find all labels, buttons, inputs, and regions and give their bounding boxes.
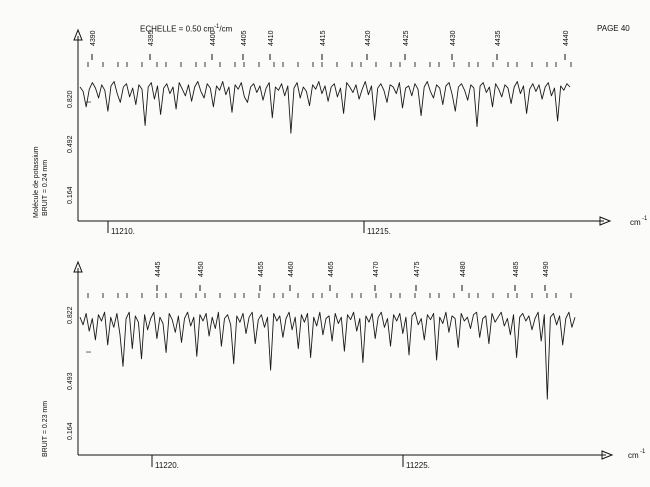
panel1-unit-exponent: -1 <box>642 216 648 222</box>
panel1-y-tick-label: 0.820 <box>67 90 74 108</box>
panel2-line-id-label: 4480 <box>460 261 467 277</box>
panel2-y-tick-label: 0.493 <box>67 372 74 390</box>
panel1-unit-label: cm <box>630 218 641 227</box>
panel1-y-tick-label: 0.492 <box>67 135 74 153</box>
page-number: PAGE 40 <box>597 24 630 33</box>
panel1-line-id-label: 4405 <box>241 30 248 46</box>
panel2-line-id-label: 4460 <box>288 261 295 277</box>
panel2-line-id-label: 4485 <box>513 261 520 277</box>
panel1-x-axis-arrow <box>599 216 612 226</box>
panel1-line-id-label: 4395 <box>148 30 155 46</box>
panel2-line-id-label: 4450 <box>198 261 205 277</box>
panel1-y-tick-label: 0.164 <box>67 186 74 204</box>
panel2-x-tick-label: 11225. <box>406 461 430 470</box>
panel2-spectrum-trace <box>79 311 576 400</box>
panel2-line-id-label: 4455 <box>258 261 265 277</box>
panel1-line-id-label: 4390 <box>90 30 97 46</box>
panel1-x-tick-label: 11210. <box>111 227 135 236</box>
scale-caption: ECHELLE = 0.50 cm-1/cm <box>140 24 232 34</box>
panel2-line-id-label: 4445 <box>155 261 162 277</box>
panel1-x-tick-label: 11215. <box>367 227 391 236</box>
panel1-spectrum-trace <box>79 81 571 134</box>
panel1-line-id-label: 4400 <box>210 30 217 46</box>
panel2-y-tick-label: 0.164 <box>67 422 74 440</box>
panel1-y-axis-arrow <box>73 28 83 41</box>
panel1-line-id-label: 4410 <box>268 30 275 46</box>
panel2-unit-exponent: -1 <box>640 449 646 455</box>
panel2-y-marker: I <box>86 351 93 353</box>
panel1-line-id-label: 4430 <box>450 30 457 46</box>
panel2-y-axis-arrow <box>73 260 83 273</box>
panel2-y-tick-label: 0.822 <box>67 306 74 324</box>
panel2-line-id-label: 4465 <box>328 261 335 277</box>
panel2-x-axis-arrow <box>601 450 614 460</box>
panel2-line-id-label: 4475 <box>414 261 421 277</box>
scale-suffix: /cm <box>219 24 233 34</box>
scale-exponent: -1 <box>214 24 220 30</box>
panel2-unit-label: cm <box>628 451 639 460</box>
panel1-line-id-label: 4425 <box>403 30 410 46</box>
panel2-x-tick-label: 11220. <box>155 461 179 470</box>
panel2-line-id-label: 4470 <box>373 261 380 277</box>
panel1-y-marker: I <box>86 101 93 103</box>
panel1-line-id-label: 4440 <box>563 30 570 46</box>
panel1-line-id-label: 4415 <box>320 30 327 46</box>
panel1-line-id-label: 4435 <box>495 30 502 46</box>
scale-label: ECHELLE = 0.50 cm <box>140 24 215 34</box>
panel1-line-id-label: 4420 <box>365 30 372 46</box>
panel2-line-id-label: 4490 <box>543 261 550 277</box>
